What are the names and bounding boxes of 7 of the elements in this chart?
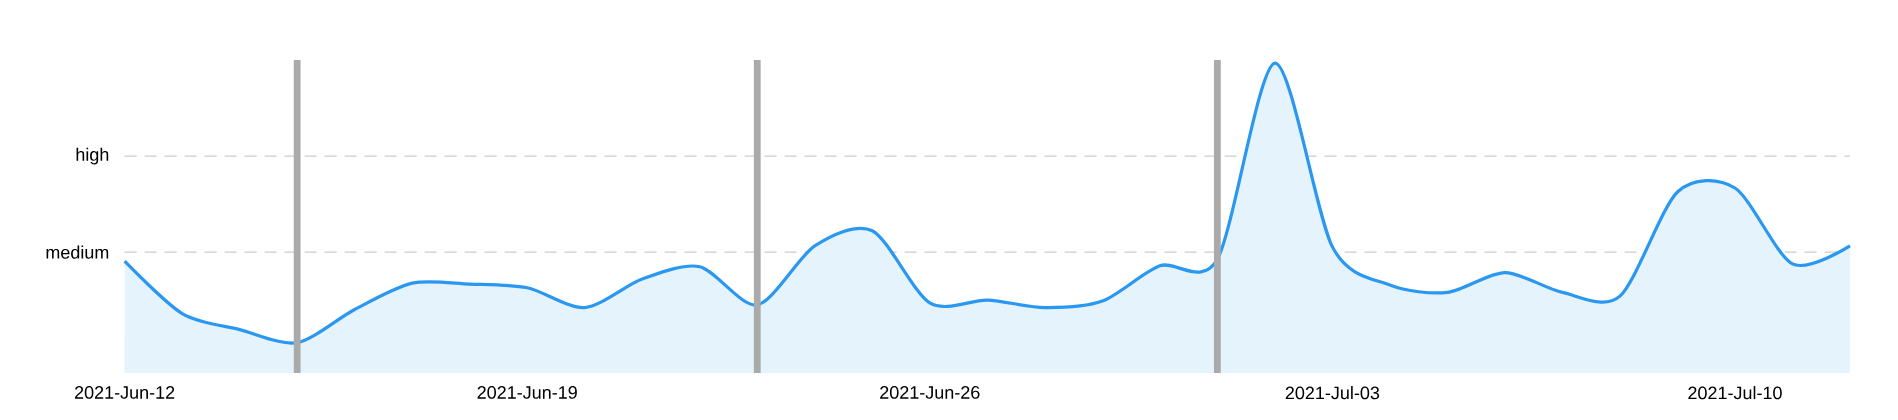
x-tick-label: 2021-Jun-26 bbox=[880, 386, 980, 399]
x-tick-label: 2021-Jun-12 bbox=[75, 386, 175, 399]
x-tick-label: 2021-Jul-03 bbox=[1285, 386, 1380, 400]
ref-line-label: medium bbox=[46, 245, 109, 259]
x-tick-label: 2021-Jun-19 bbox=[477, 386, 577, 399]
x-tick-label: 2021-Jul-10 bbox=[1688, 386, 1782, 400]
ref-line-label: high bbox=[76, 147, 109, 165]
